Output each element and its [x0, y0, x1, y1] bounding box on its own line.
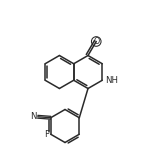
Text: O: O — [93, 37, 99, 46]
Text: N: N — [30, 112, 37, 121]
Text: F: F — [44, 130, 49, 139]
Text: NH: NH — [105, 76, 118, 85]
